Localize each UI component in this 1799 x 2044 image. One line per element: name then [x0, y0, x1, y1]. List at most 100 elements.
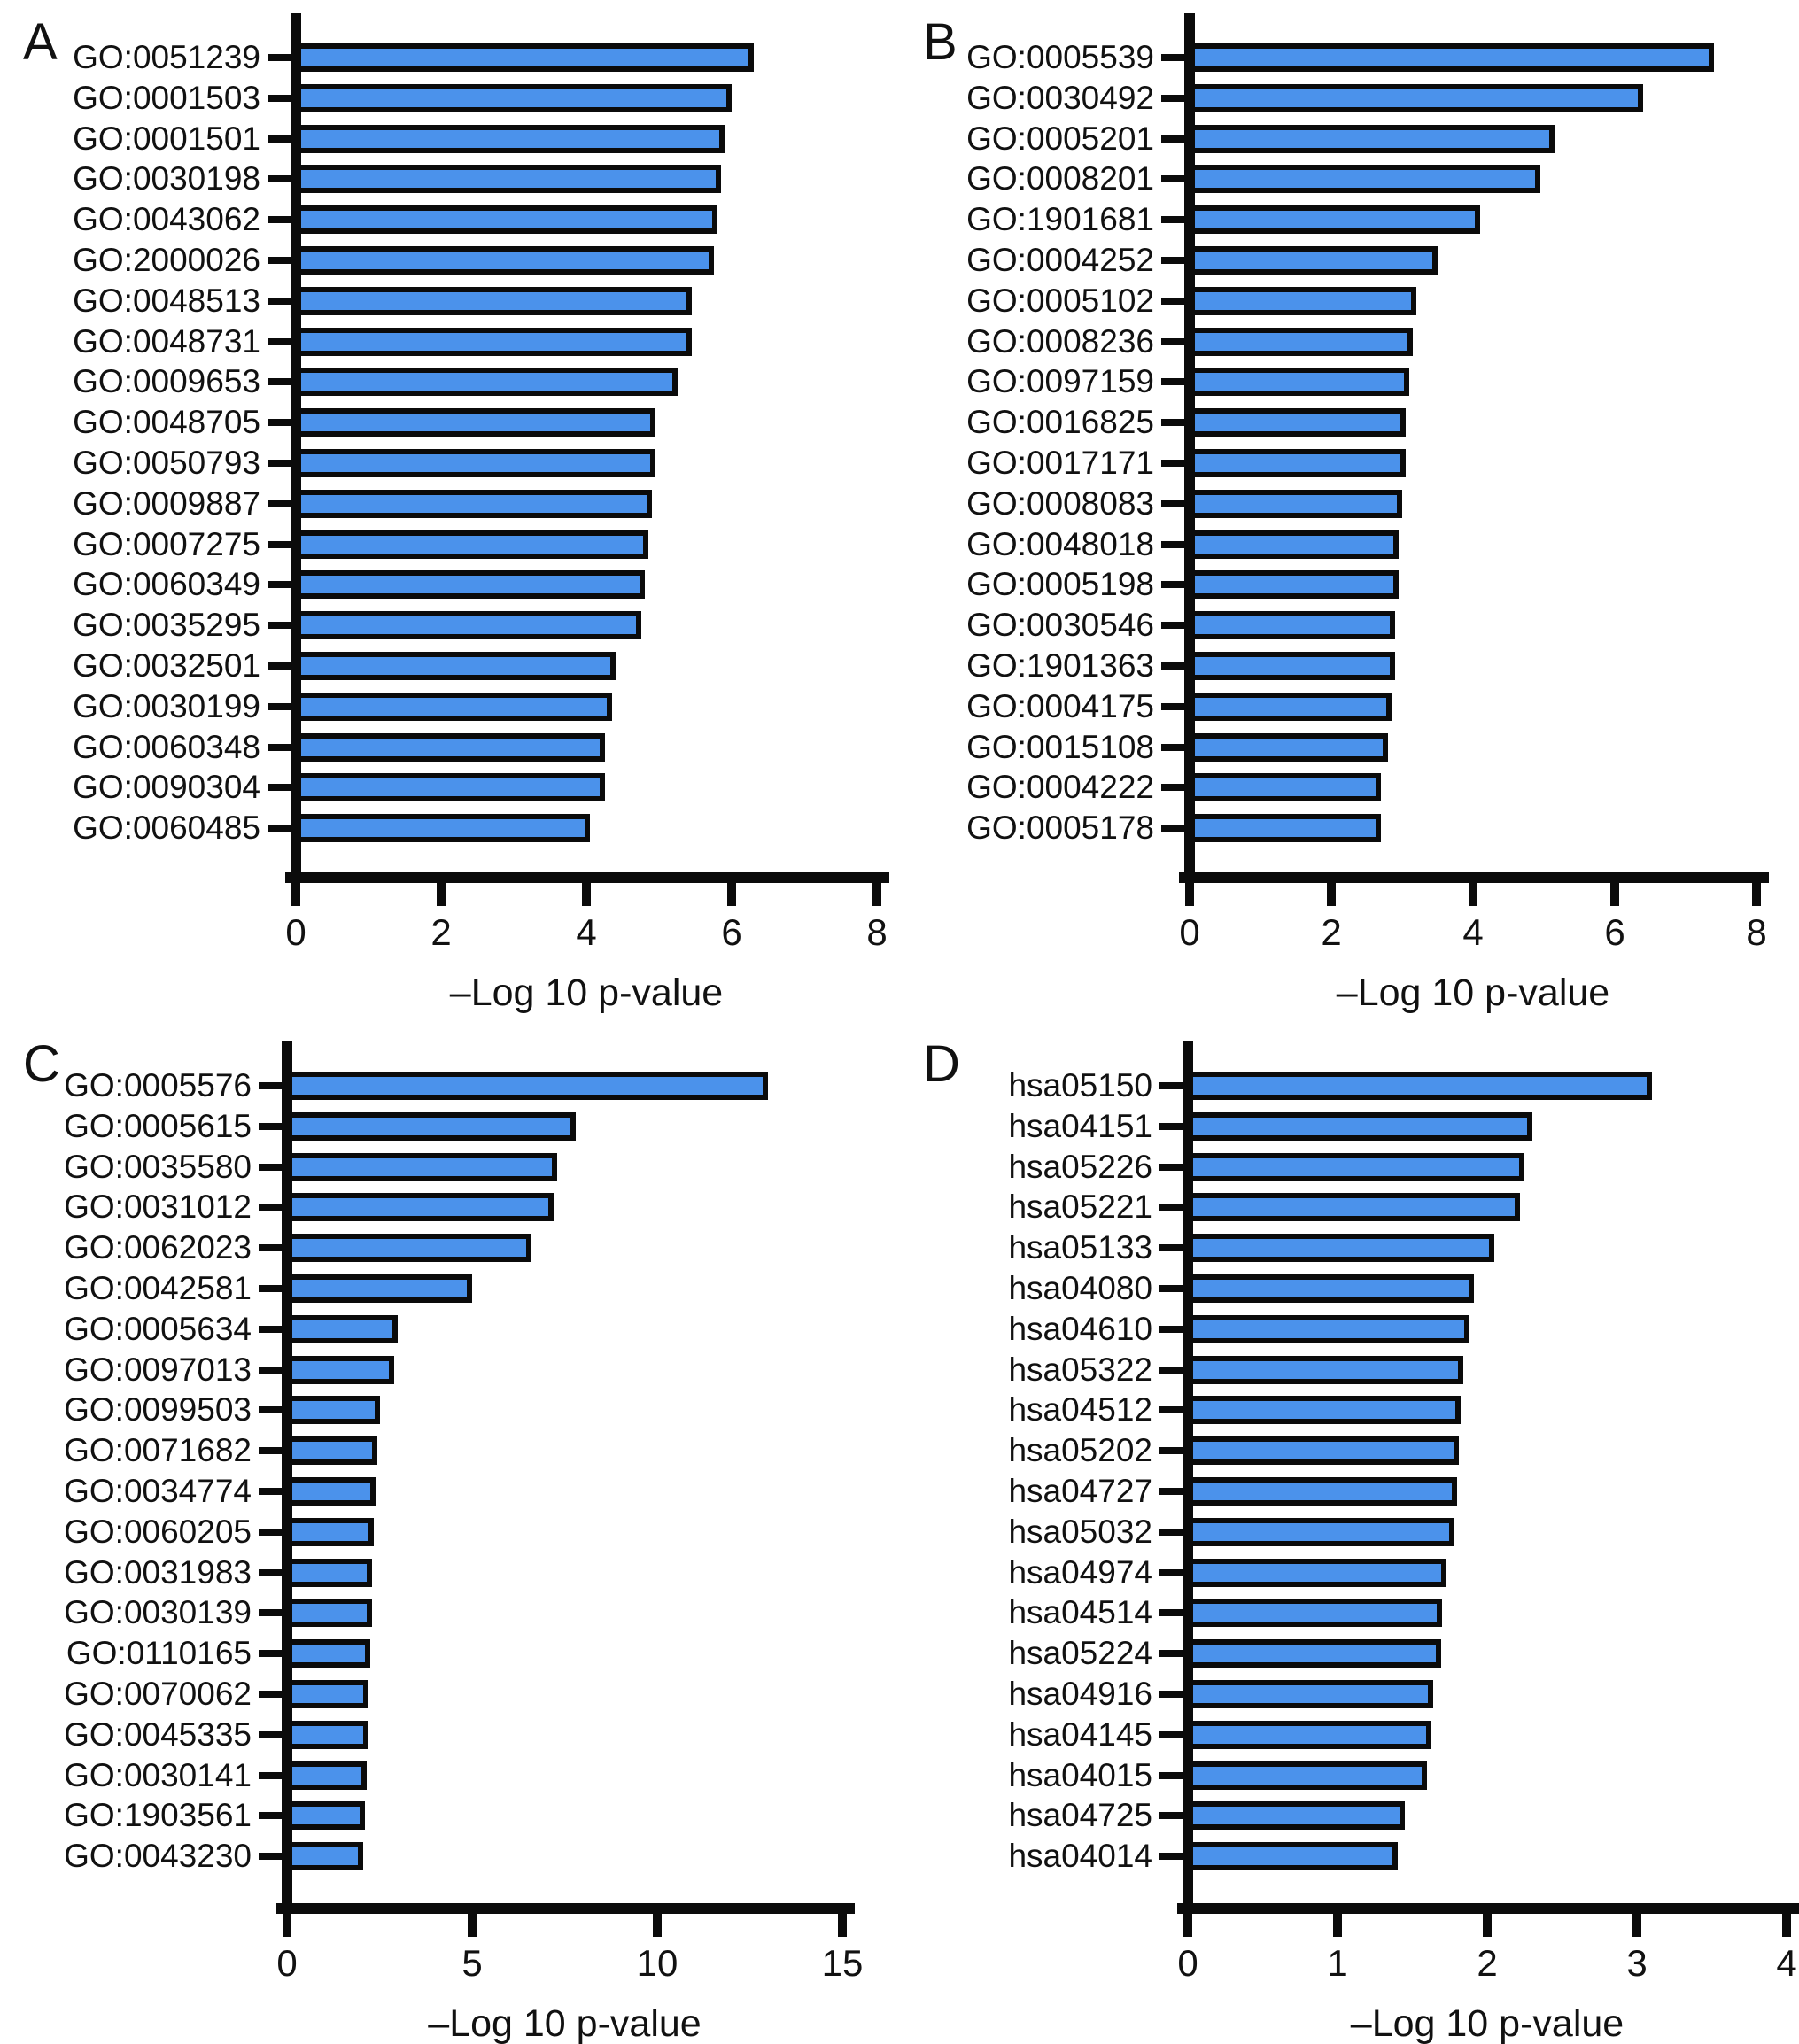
y-axis-tick: [1159, 1122, 1183, 1130]
x-axis-title: –Log 10 p-value: [428, 2002, 702, 2044]
bar-label: GO:0005576: [64, 1067, 252, 1103]
y-axis-tick: [1161, 460, 1184, 467]
y-axis-tick: [259, 1204, 282, 1212]
x-axis-title: –Log 10 p-value: [1350, 2002, 1625, 2044]
bar: [287, 1517, 375, 1546]
x-axis-tick: [1185, 883, 1194, 906]
bar: [1188, 1477, 1458, 1506]
y-axis-tick: [259, 1285, 282, 1292]
x-axis-tick-label: 3: [1626, 1942, 1648, 1984]
x-axis-tick-label: 5: [461, 1942, 483, 1984]
bar-label: GO:0005178: [966, 809, 1154, 847]
bar-label: GO:0035295: [73, 607, 260, 644]
panel-b-letter: B: [923, 13, 958, 71]
bar-label: GO:2000026: [73, 242, 260, 278]
y-axis-tick: [1161, 702, 1184, 710]
bar-label: GO:0005102: [966, 282, 1154, 319]
y-axis-tick: [1159, 1285, 1183, 1292]
bar: [296, 124, 725, 153]
y-axis-tick: [1161, 540, 1184, 548]
x-axis-tick-label: 0: [276, 1942, 298, 1984]
y-axis-tick: [268, 378, 291, 386]
x-axis-tick-label: 2: [1477, 1942, 1498, 1984]
bar: [296, 611, 641, 640]
panel-d-letter: D: [923, 1035, 960, 1093]
bar-label: GO:0009887: [73, 484, 260, 522]
x-axis-tick: [727, 883, 736, 906]
bar: [1188, 1072, 1652, 1100]
panel-d: D hsa05150 hsa04151 hsa05226 hsa05221 hsa051…: [900, 1022, 1799, 2044]
x-axis-tick-label: 0: [285, 911, 306, 953]
bar: [1188, 1517, 1454, 1546]
bar-label: hsa04725: [1008, 1797, 1152, 1834]
bar-label: hsa04974: [1008, 1553, 1152, 1591]
y-axis-tick: [1161, 743, 1184, 751]
y-axis-tick: [1159, 1609, 1183, 1617]
bar-label: GO:0097159: [966, 363, 1154, 400]
bar: [296, 732, 605, 762]
bar: [287, 1477, 376, 1506]
x-axis: [1177, 1903, 1799, 1914]
bar-label: GO:0007275: [73, 525, 260, 562]
y-axis-tick: [268, 622, 291, 630]
panel-c: C GO:0005576 GO:0005615 GO:0035580 GO:00310…: [0, 1022, 899, 2044]
y-axis: [1183, 1041, 1193, 1914]
x-axis-tick: [653, 1914, 662, 1937]
bar-label: hsa05202: [1008, 1432, 1152, 1469]
x-axis-tick-label: 0: [1177, 1942, 1198, 1984]
y-axis-tick: [259, 1812, 282, 1820]
x-axis-tick-label: 6: [1604, 911, 1625, 953]
x-axis-tick-label: 2: [1321, 911, 1342, 953]
bar: [296, 165, 721, 194]
bar: [1190, 652, 1395, 680]
bar-label: GO:0048731: [73, 322, 260, 360]
bar-label: GO:0099503: [64, 1391, 252, 1428]
bar: [1188, 1274, 1474, 1303]
bar: [1188, 1396, 1461, 1425]
bar-label: GO:0060348: [73, 728, 260, 765]
y-axis-tick: [1159, 1730, 1183, 1738]
y-axis-tick: [268, 460, 291, 467]
y-axis-tick: [1159, 1488, 1183, 1495]
bar: [296, 368, 678, 397]
y-axis-tick: [259, 1609, 282, 1617]
y-axis-tick: [1159, 1366, 1183, 1374]
y-axis-tick: [268, 216, 291, 224]
bar: [1190, 246, 1438, 275]
y-axis-tick: [1159, 1447, 1183, 1455]
bar: [1190, 368, 1409, 397]
bar-label: GO:0005615: [64, 1107, 252, 1144]
x-axis: [276, 1903, 855, 1914]
x-axis-title: –Log 10 p-value: [449, 972, 724, 1014]
bar-label: GO:0043062: [73, 201, 260, 238]
bar-label: hsa04514: [1008, 1594, 1152, 1631]
y-axis-tick: [1159, 1082, 1183, 1089]
y-axis-tick: [1159, 1853, 1183, 1861]
bar: [1188, 1234, 1495, 1263]
bar-label: hsa05224: [1008, 1635, 1152, 1672]
bar-label: GO:0008236: [966, 322, 1154, 360]
bar: [287, 1072, 769, 1100]
bar-label: GO:0042581: [64, 1270, 252, 1306]
y-axis-tick: [1159, 1406, 1183, 1414]
x-axis-tick: [1610, 883, 1619, 906]
x-axis-tick-label: 4: [1462, 911, 1484, 953]
y-axis-tick: [1161, 622, 1184, 630]
bar: [1190, 489, 1402, 518]
x-axis-tick-label: 0: [1179, 911, 1200, 953]
bar: [1190, 692, 1392, 721]
bar: [1188, 1639, 1441, 1668]
y-axis-tick: [259, 1163, 282, 1171]
y-axis-tick: [268, 662, 291, 670]
bar-label: GO:0031012: [64, 1188, 252, 1226]
bar: [1190, 530, 1399, 559]
y-axis-tick: [268, 540, 291, 548]
bar-label: hsa04916: [1008, 1676, 1152, 1712]
bar: [287, 1111, 577, 1141]
bar-label: GO:0005198: [966, 566, 1154, 603]
bar: [296, 246, 714, 275]
x-axis-tick: [1333, 1914, 1342, 1937]
bar: [296, 83, 732, 112]
y-axis-tick: [1159, 1325, 1183, 1333]
bar: [1190, 83, 1643, 112]
